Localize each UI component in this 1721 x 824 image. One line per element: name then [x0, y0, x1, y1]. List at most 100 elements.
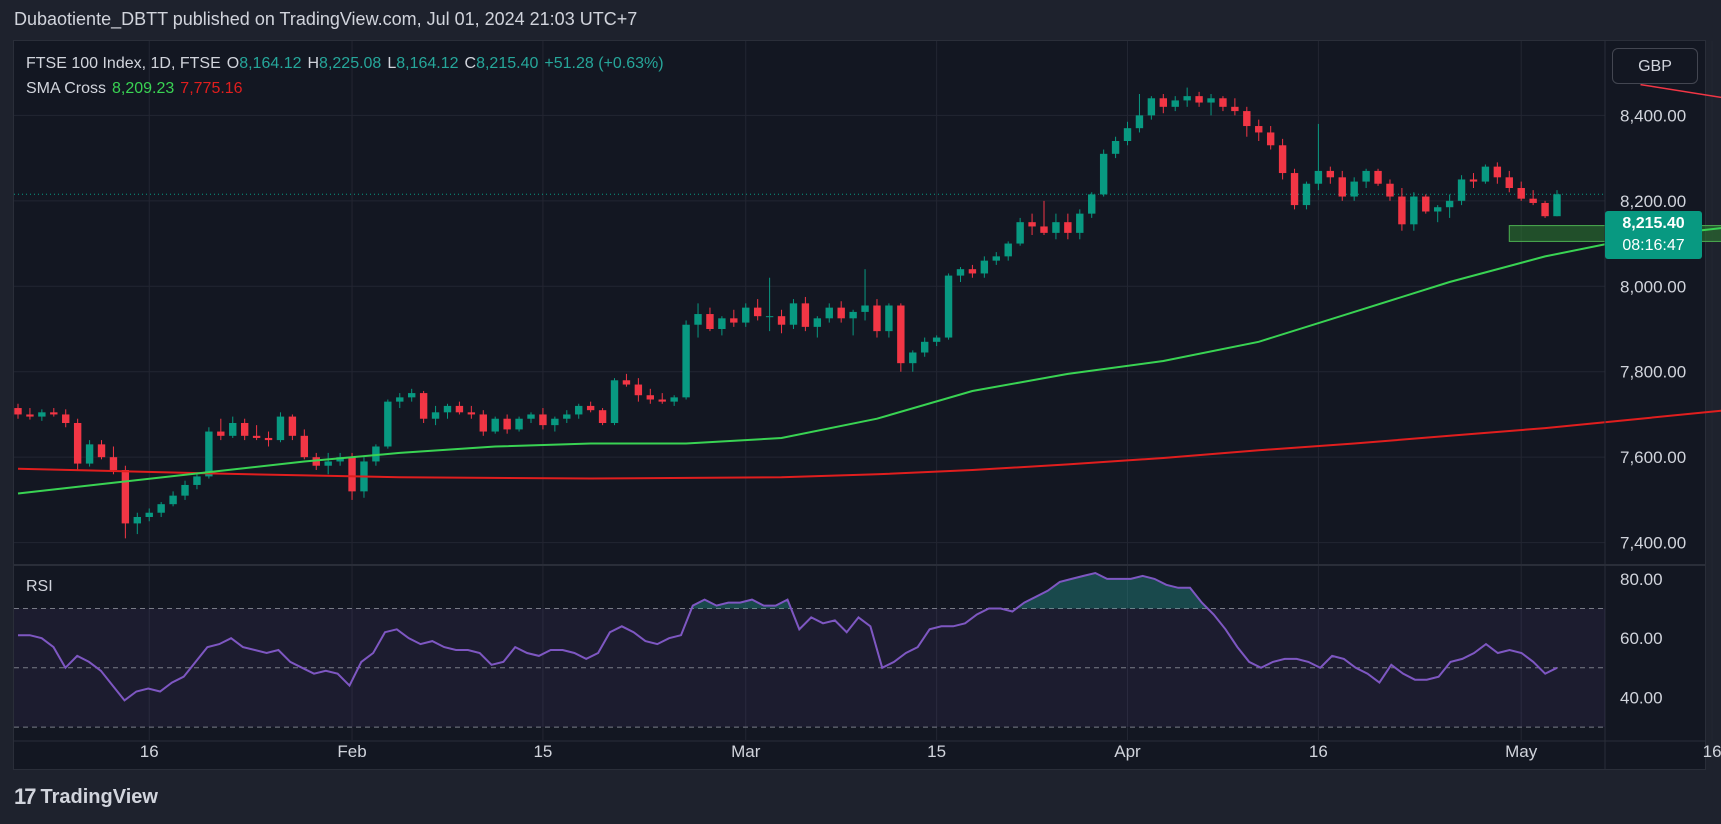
chart-frame[interactable]	[13, 40, 1706, 770]
candle	[455, 401, 464, 415]
candle	[73, 418, 82, 470]
candle	[885, 303, 893, 338]
candle	[1064, 213, 1072, 240]
candle	[682, 320, 690, 400]
candle-body	[634, 384, 643, 396]
y-tick-label: 7,800.00	[1620, 363, 1686, 382]
candle-body	[789, 303, 798, 325]
candle-body	[885, 305, 893, 332]
candle	[563, 410, 571, 423]
candle-body	[276, 416, 285, 441]
candle	[586, 401, 595, 413]
candle-body	[670, 397, 678, 402]
x-tick-label: 16	[1703, 742, 1721, 761]
candle-body	[742, 307, 750, 323]
tradingview-logo[interactable]: 17 TradingView	[14, 784, 158, 810]
candle-body	[1231, 106, 1239, 112]
candle	[384, 399, 392, 449]
candle	[14, 403, 22, 419]
candle-body	[1004, 243, 1012, 257]
candle-body	[1505, 177, 1513, 188]
candle	[145, 508, 153, 522]
candle	[753, 299, 762, 321]
legend-close-label: C	[464, 55, 477, 72]
candle-body	[1243, 111, 1251, 127]
candle	[276, 412, 285, 443]
candle-body	[97, 444, 106, 458]
candle	[1457, 175, 1466, 206]
x-tick-label: Feb	[337, 742, 366, 761]
candle-body	[217, 431, 225, 436]
candle	[324, 452, 332, 475]
candle-body	[718, 318, 726, 329]
candle	[1338, 170, 1346, 201]
candle-body	[419, 393, 428, 419]
candle-body	[1076, 213, 1084, 233]
candle	[97, 440, 106, 460]
candle	[252, 425, 261, 441]
candle	[479, 410, 487, 436]
candle-body	[312, 457, 320, 466]
candle-body	[563, 414, 571, 419]
candle-body	[849, 311, 857, 319]
rsi-line	[18, 571, 1558, 702]
candle-body	[50, 412, 58, 415]
candle	[85, 440, 94, 467]
candle	[920, 337, 929, 357]
candle-body	[539, 414, 547, 426]
candle	[515, 416, 523, 432]
legend-low-value: 8,164.12	[396, 55, 459, 72]
candle-body	[1469, 179, 1478, 182]
x-tick-label: 16	[1309, 742, 1328, 761]
candle	[1386, 179, 1394, 201]
legend-symbol: FTSE 100 Index, 1D, FTSE	[26, 55, 221, 72]
candle	[1278, 138, 1287, 180]
candle	[527, 412, 535, 423]
legend-sma-label: SMA Cross	[26, 80, 107, 97]
x-tick-label: Apr	[1114, 742, 1141, 761]
candle	[932, 335, 941, 347]
candle	[467, 405, 476, 419]
candle	[634, 378, 643, 402]
candle	[1433, 205, 1442, 223]
legend-low-label: L	[387, 55, 397, 72]
candle	[1410, 192, 1418, 231]
candle	[121, 465, 130, 539]
candle-body	[1147, 98, 1156, 116]
candle	[205, 427, 213, 479]
candle-body	[1088, 194, 1096, 214]
y-tick-label: 7,600.00	[1620, 448, 1686, 467]
candle	[1159, 94, 1168, 114]
rsi-overbought-fill	[18, 573, 1557, 609]
candle	[336, 452, 344, 466]
candle-body	[1171, 100, 1179, 107]
x-tick-label: 15	[927, 742, 946, 761]
candle-body	[765, 316, 774, 318]
legend-sma-fast: 8,209.23	[112, 80, 175, 97]
candle-body	[861, 305, 869, 312]
currency-button[interactable]: GBP	[1612, 48, 1698, 84]
candle-body	[384, 401, 392, 447]
candle-body	[109, 457, 118, 470]
candle-body	[1064, 222, 1072, 233]
candle-body	[1410, 196, 1418, 225]
candle	[443, 403, 452, 419]
tradingview-mark-icon: 17	[14, 784, 37, 809]
candle	[396, 393, 404, 409]
candle-body	[646, 395, 655, 400]
candle-body	[1290, 173, 1299, 206]
rsi-pane-label: RSI	[26, 578, 53, 595]
candle	[1111, 136, 1120, 159]
candle-body	[527, 414, 535, 419]
candle-body	[1016, 222, 1024, 244]
y-tick-label: 8,000.00	[1620, 277, 1686, 296]
candle-body	[920, 341, 929, 353]
candle	[1302, 181, 1311, 210]
x-tick-label: 15	[533, 742, 552, 761]
last-price-tag: 8,215.40 08:16:47	[1605, 211, 1702, 259]
candle-body	[837, 307, 845, 319]
legend-close-value: 8,215.40	[476, 55, 539, 72]
candle-body	[1302, 183, 1311, 206]
candle	[789, 299, 798, 329]
